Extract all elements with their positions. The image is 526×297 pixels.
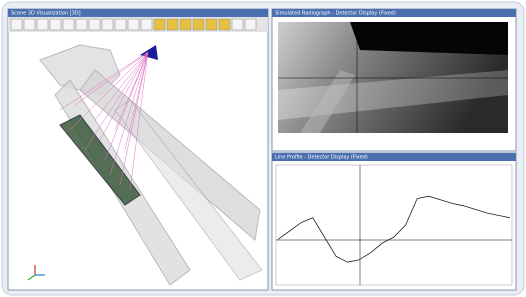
tool-button[interactable] (76, 19, 87, 30)
tool-button[interactable] (193, 19, 204, 30)
radiograph (278, 22, 508, 133)
tool-button[interactable] (232, 19, 243, 30)
tool-button[interactable] (102, 19, 113, 30)
tool-button[interactable] (89, 19, 100, 30)
tool-button[interactable] (219, 19, 230, 30)
tool-button[interactable] (24, 19, 35, 30)
window-title: Line Profile - Detector Display (Fixed) (275, 155, 368, 161)
tool-button[interactable] (37, 19, 48, 30)
tool-button[interactable] (128, 19, 139, 30)
screenshot: Scene 3D Visualization [3D] Simulated Ra… (0, 0, 526, 297)
tool-button[interactable] (141, 19, 152, 30)
tool-button[interactable] (11, 19, 22, 30)
window-profile (272, 153, 516, 290)
tool-button[interactable] (245, 19, 256, 30)
tool-button[interactable] (50, 19, 61, 30)
tool-button[interactable] (206, 19, 217, 30)
tool-button[interactable] (180, 19, 191, 30)
tool-button[interactable] (167, 19, 178, 30)
tool-button[interactable] (63, 19, 74, 30)
tool-button[interactable] (115, 19, 126, 30)
window-title: Simulated Radiograph - Detector Display … (275, 11, 396, 17)
tool-button[interactable] (154, 19, 165, 30)
window-title: Scene 3D Visualization [3D] (11, 11, 81, 17)
